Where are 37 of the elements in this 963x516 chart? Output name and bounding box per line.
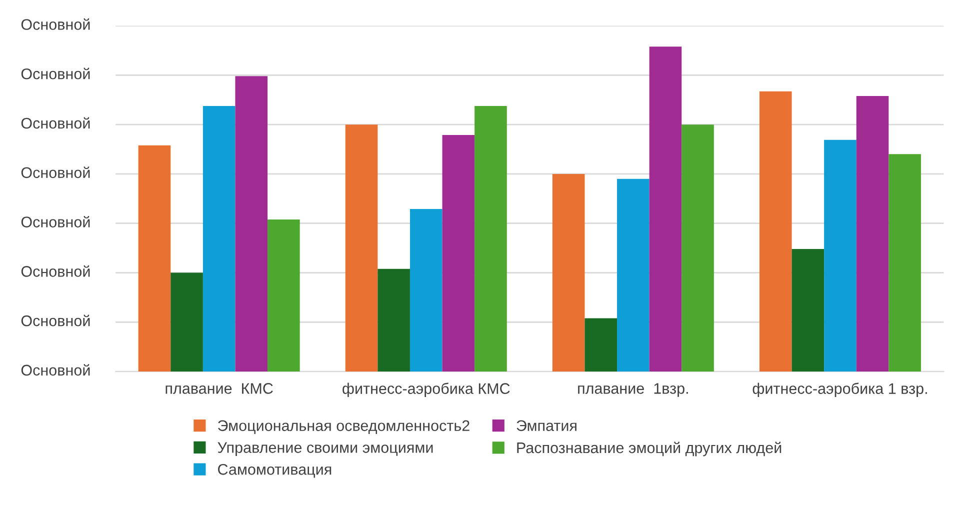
bar — [235, 76, 268, 372]
legend-label: Эмоциональная осведомленность2 — [218, 420, 470, 434]
legend-label: Эмпатия — [516, 420, 576, 432]
x-tick-label: фитнесс-аэробика 1 взр. — [752, 382, 927, 398]
bar — [856, 96, 889, 372]
bar — [792, 249, 824, 372]
bar — [138, 145, 171, 372]
text: Основной — [21, 117, 90, 129]
bar — [202, 106, 236, 372]
bar — [552, 174, 585, 372]
text: Основной — [21, 265, 90, 277]
bar — [345, 124, 378, 372]
bar — [649, 46, 682, 372]
text: Основной — [21, 166, 90, 178]
legend-label: Распознавание эмоций других людей — [517, 442, 782, 456]
x-tick-label: плавание КМС — [166, 383, 273, 394]
bar — [759, 91, 792, 372]
text: Основной — [21, 364, 90, 376]
bar — [584, 318, 618, 372]
bar — [442, 134, 475, 372]
bar — [682, 124, 714, 372]
legend-label: Самомотивация — [218, 464, 332, 478]
text: Основной — [21, 18, 90, 30]
bar — [268, 219, 300, 372]
x-tick-label: фитнесс-аэробика КМС — [342, 382, 510, 398]
bar — [888, 154, 921, 372]
text: Основной — [21, 68, 90, 80]
x-tick-label: плавание 1взр. — [578, 383, 688, 397]
bar — [824, 140, 856, 372]
bar — [410, 209, 442, 372]
bar — [378, 268, 410, 372]
text: Основной — [21, 216, 90, 228]
bar — [617, 178, 650, 372]
text: Основной — [21, 314, 90, 326]
legend-label: Управление своими эмоциями — [218, 442, 433, 456]
bar — [170, 272, 203, 372]
bar — [474, 106, 507, 372]
